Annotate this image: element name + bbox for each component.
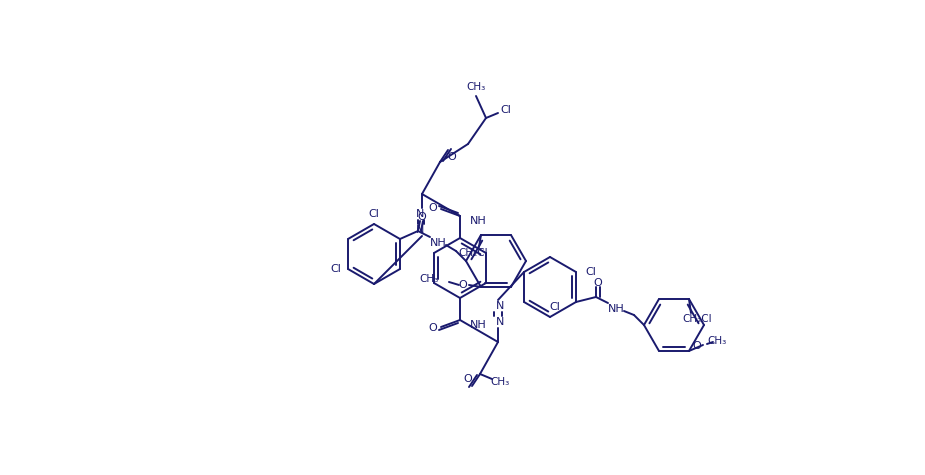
Text: O: O — [594, 278, 602, 288]
Text: CH₂Cl: CH₂Cl — [458, 248, 487, 258]
Text: O: O — [428, 203, 438, 213]
Text: O: O — [417, 212, 426, 222]
Text: NH: NH — [429, 238, 447, 248]
Text: O: O — [463, 374, 473, 384]
Text: Cl: Cl — [586, 267, 597, 277]
Text: NH: NH — [608, 304, 624, 314]
Text: CH₃: CH₃ — [490, 377, 510, 387]
Text: N: N — [496, 301, 504, 311]
Text: N: N — [416, 209, 425, 219]
Text: O: O — [459, 280, 467, 290]
Text: Cl: Cl — [368, 209, 379, 219]
Text: O: O — [693, 341, 701, 351]
Text: Cl: Cl — [330, 264, 341, 274]
Text: O: O — [428, 323, 438, 333]
Text: NH: NH — [470, 320, 487, 330]
Text: N: N — [416, 225, 425, 235]
Text: CH₃: CH₃ — [466, 82, 486, 92]
Text: O: O — [448, 152, 456, 162]
Text: NH: NH — [470, 216, 487, 226]
Text: Cl: Cl — [549, 302, 561, 312]
Text: CH₃: CH₃ — [708, 336, 727, 346]
Text: N: N — [496, 317, 504, 327]
Text: CH₃: CH₃ — [420, 274, 439, 284]
Text: Cl: Cl — [500, 105, 512, 115]
Text: CH₂Cl: CH₂Cl — [682, 314, 712, 324]
